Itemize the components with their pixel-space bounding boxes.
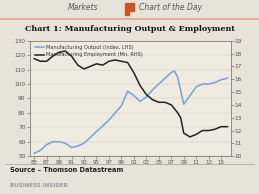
Legend: Manufacturing Output (Index, LHS), Manufacturing Employment (Mn, RHS): Manufacturing Output (Index, LHS), Manuf…: [34, 44, 143, 58]
Text: Markets: Markets: [68, 3, 98, 12]
Text: Chart 1: Manufacturing Output & Employment: Chart 1: Manufacturing Output & Employme…: [25, 25, 234, 33]
Bar: [125, 3, 129, 15]
Text: Source – Thomson Datastream: Source – Thomson Datastream: [10, 167, 124, 173]
Bar: [130, 3, 134, 11]
Text: BUSINESS INSIDER: BUSINESS INSIDER: [10, 183, 68, 188]
Text: Chart of the Day: Chart of the Day: [139, 3, 202, 12]
